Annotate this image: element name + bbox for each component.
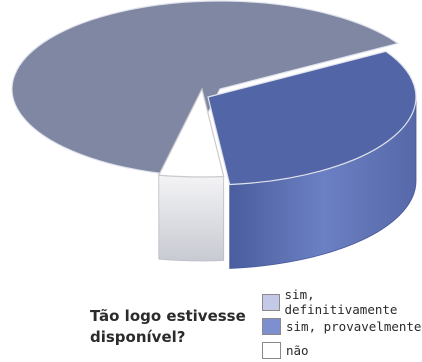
legend-swatch — [262, 341, 281, 359]
legend-item-nao: não — [262, 338, 422, 362]
pie-slice-n-o — [157, 87, 225, 178]
legend-label: sim, definitivamente — [284, 287, 398, 317]
legend-swatch — [262, 293, 280, 311]
legend-item-sim-provavelmente: sim, provavelmente — [262, 314, 422, 338]
legend-swatch — [262, 317, 281, 335]
pie-slice-sim-provavelmente — [207, 50, 417, 186]
legend-item-sim-definitivamente: sim, definitivamente — [262, 287, 422, 317]
chart-title: Tão logo estivesse disponível? — [90, 307, 246, 346]
pie-chart — [11, 0, 417, 269]
legend: sim, definitivamente sim, provavelmente … — [262, 287, 422, 362]
pie-slice-sim-definitivamente — [11, 0, 400, 176]
legend-label: sim, provavelmente — [286, 318, 422, 334]
legend-label: não — [286, 342, 309, 358]
pie-tops — [11, 0, 417, 186]
pie-side-n-o — [158, 174, 225, 262]
